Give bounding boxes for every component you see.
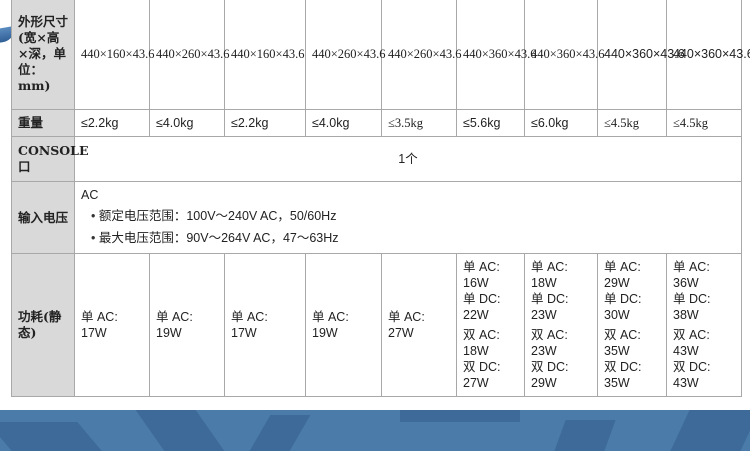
power-line: 双 DC: — [463, 360, 501, 374]
row-label: CONSOLE口 — [11, 136, 89, 182]
size-cell: 440×260×43.6 — [305, 0, 385, 110]
weight-row: 重量 ≤2.2kg ≤4.0kg ≤2.2kg ≤4.0kg ≤3.5kg ≤5… — [11, 109, 742, 137]
power-line: 35W — [604, 344, 630, 358]
weight-cell: ≤4.0kg — [149, 109, 225, 137]
power-line: 35W — [604, 376, 630, 390]
power-line: 单 DC: — [673, 292, 711, 306]
power-line: 单 AC: — [531, 260, 568, 274]
power-line: 29W — [604, 276, 630, 290]
voltage-type: AC — [81, 187, 99, 202]
weight-cell: ≤4.5kg — [597, 109, 667, 137]
power-line: 单 AC: — [312, 310, 349, 324]
power-row: 功耗(静态) 单 AC: 17W 单 AC: 19W 单 AC: 17W 单 AC: 19W 单… — [11, 253, 742, 397]
weight-cell: ≤5.6kg — [456, 109, 525, 137]
power-cell: 单 AC: 17W — [224, 253, 306, 397]
size-cell: 440×360×43.6 — [597, 0, 685, 110]
size-cell: 440×360×43.6 — [524, 0, 604, 110]
power-line: 18W — [463, 344, 489, 358]
power-line: 38W — [673, 308, 699, 322]
voltage-row: 输入电压 AC 额定电压范围：100V～240V AC，50/60Hz 最大电压… — [11, 181, 742, 254]
size-cell: 440×360×43.6 — [456, 0, 536, 110]
power-cell: 单 AC: 19W — [149, 253, 225, 397]
weight-cell: ≤6.0kg — [524, 109, 598, 137]
power-line: 36W — [673, 276, 699, 290]
power-cell: 单 AC: 17W — [74, 253, 150, 397]
power-cell: 单 AC: 36W 单 DC: 38W 双 AC: 43W 双 DC: 43W — [666, 253, 742, 397]
power-cell: 单 AC: 18W 单 DC: 23W 双 AC: 23W 双 DC: 29W — [524, 253, 598, 397]
weight-cell: ≤2.2kg — [224, 109, 306, 137]
voltage-list: 额定电压范围：100V～240V AC，50/60Hz 最大电压范围：90V～2… — [81, 205, 735, 249]
power-line: 单 AC: — [673, 260, 710, 274]
power-cell: 单 AC: 19W — [305, 253, 382, 397]
size-row: 外形尺寸(宽×高×深，单位：mm) 440×160×43.6 440×260×4… — [11, 0, 750, 110]
size-cell: 440×160×43.6 — [74, 0, 154, 110]
power-line: 16W — [463, 276, 489, 290]
power-cell: 单 AC: 27W — [381, 253, 457, 397]
size-cell: 440×260×43.6 — [381, 0, 461, 110]
spec-table: 外形尺寸(宽×高×深，单位：mm) 440×160×43.6 440×260×4… — [11, 0, 750, 397]
power-line: 23W — [531, 308, 557, 322]
power-line: 19W — [156, 326, 182, 340]
power-line: 单 AC: — [604, 260, 641, 274]
power-line: 单 AC: — [81, 310, 118, 324]
power-line: 单 AC: — [388, 310, 425, 324]
power-line: 27W — [388, 326, 414, 340]
row-label: 外形尺寸(宽×高×深，单位：mm) — [11, 0, 75, 110]
power-line: 27W — [463, 376, 489, 390]
power-line: 双 DC: — [531, 360, 569, 374]
voltage-item: 额定电压范围：100V～240V AC，50/60Hz — [91, 205, 735, 227]
weight-cell: ≤3.5kg — [381, 109, 457, 137]
power-line: 双 DC: — [604, 360, 642, 374]
power-line: 双 DC: — [673, 360, 711, 374]
voltage-cell: AC 额定电压范围：100V～240V AC，50/60Hz 最大电压范围：90… — [74, 181, 742, 254]
power-line: 单 AC: — [231, 310, 268, 324]
power-cell: 单 AC: 29W 单 DC: 30W 双 AC: 35W 双 DC: 35W — [597, 253, 667, 397]
power-line: 30W — [604, 308, 630, 322]
row-label: 重量 — [11, 109, 75, 137]
power-line: 17W — [231, 326, 257, 340]
power-line: 双 AC: — [673, 328, 710, 342]
power-line: 单 AC: — [156, 310, 193, 324]
power-line: 双 AC: — [604, 328, 641, 342]
voltage-item: 最大电压范围：90V～264V AC，47～63Hz — [91, 227, 735, 249]
weight-cell: ≤4.5kg — [666, 109, 742, 137]
power-line: 23W — [531, 344, 557, 358]
power-line: 19W — [312, 326, 338, 340]
row-label: 输入电压 — [11, 181, 75, 254]
power-line: 43W — [673, 344, 699, 358]
power-line: 18W — [531, 276, 557, 290]
weight-cell: ≤4.0kg — [305, 109, 382, 137]
power-line: 29W — [531, 376, 557, 390]
power-line: 双 AC: — [531, 328, 568, 342]
console-value: 1个 — [74, 136, 742, 182]
size-cell: 440×260×43.6 — [149, 0, 229, 110]
weight-cell: ≤2.2kg — [74, 109, 150, 137]
power-line: 单 DC: — [531, 292, 569, 306]
power-line: 17W — [81, 326, 107, 340]
size-cell: 440×160×43.6 — [224, 0, 306, 110]
row-label: 功耗(静态) — [11, 253, 75, 397]
power-line: 22W — [463, 308, 489, 322]
power-line: 双 AC: — [463, 328, 500, 342]
power-cell: 单 AC: 16W 单 DC: 22W 双 AC: 18W 双 DC: 27W — [456, 253, 525, 397]
power-line: 43W — [673, 376, 699, 390]
footer-band — [0, 410, 750, 451]
power-line: 单 DC: — [463, 292, 501, 306]
console-row: CONSOLE口 1个 — [11, 136, 742, 182]
size-cell: 440×360×43.6 — [666, 0, 750, 110]
power-line: 单 DC: — [604, 292, 642, 306]
power-line: 单 AC: — [463, 260, 500, 274]
